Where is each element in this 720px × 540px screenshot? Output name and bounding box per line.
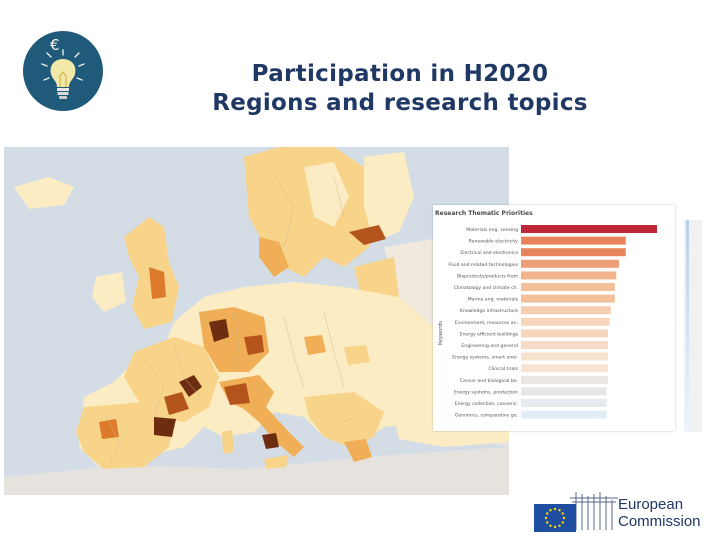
chart-bar	[521, 236, 626, 245]
chart-title: Research Thematic Priorities	[435, 210, 533, 217]
eu-star-icon	[546, 512, 549, 515]
chart-category-label: Materials eng. sensing	[466, 227, 518, 233]
chart-bar	[521, 259, 619, 268]
chart-bar	[521, 294, 615, 303]
chart-bar	[521, 387, 607, 396]
chart-bar	[521, 283, 615, 291]
side-panel-strip	[684, 220, 702, 432]
chart-bar	[521, 399, 607, 407]
chart-bar	[521, 329, 609, 338]
eu-star-icon	[558, 509, 561, 512]
chart-category-label: Renewable electricity	[469, 239, 519, 245]
slide-title: Participation in H2020 Regions and resea…	[150, 60, 650, 118]
chart-bar	[521, 271, 617, 280]
chart-category-label: Genomics, comparative ge.	[455, 413, 518, 419]
eu-star-icon	[562, 516, 566, 520]
lightbulb-euro-icon: €	[22, 30, 104, 112]
chart-category-label: Energy efficient buildings	[460, 331, 519, 337]
european-commission-logo	[520, 488, 710, 534]
chart-bar	[521, 317, 610, 326]
eu-star-icon	[561, 512, 564, 515]
chart-bar	[521, 375, 609, 384]
eu-star-icon	[549, 524, 552, 527]
eu-star-icon	[558, 524, 561, 527]
european-commission-label: European Commission	[618, 496, 701, 530]
chart-category-label: Bioproducts/products from	[457, 273, 519, 279]
chart-bar	[521, 225, 657, 233]
chart-category-label: Energy systems, smart ener.	[452, 355, 518, 361]
org-line-2: Commission	[618, 513, 701, 530]
chart-ylabel: Keywords	[438, 321, 444, 345]
chart-bar	[521, 248, 626, 257]
chart-category-label: Fluid and related technologies	[448, 262, 518, 268]
chart-category-label: Environment, resources an.	[455, 320, 518, 326]
eu-star-icon	[553, 507, 557, 511]
eu-star-icon	[561, 521, 564, 524]
chart-category-label: Energy collection, conversi.	[455, 401, 518, 407]
chart-category-label: Clinical trials	[489, 366, 519, 372]
chart-category-label: Climatology and climate ch.	[454, 285, 518, 291]
chart-bar	[521, 352, 609, 361]
title-line-2: Regions and research topics	[212, 90, 588, 116]
chart-category-label: Engineering and general	[461, 343, 518, 349]
chart-category-label: Marine eng. materials	[468, 297, 519, 303]
chart-category-label: Knowledge infrastructure	[460, 308, 518, 314]
title-line-1: Participation in H2020	[251, 61, 549, 87]
org-line-1: European	[618, 496, 684, 513]
eu-star-icon	[544, 516, 548, 520]
chart-category-label: Energy systems, production	[454, 389, 518, 395]
eu-star-icon	[549, 509, 552, 512]
chart-bar	[521, 364, 609, 373]
svg-text:€: €	[50, 36, 60, 54]
chart-category-label: Electrical and electronics	[460, 250, 518, 256]
chart-bar	[521, 341, 609, 349]
chart-category-label: Cancer and biological bo.	[460, 378, 518, 384]
side-panel-bar	[686, 220, 689, 432]
eu-star-icon	[546, 521, 549, 524]
chart-bar	[521, 306, 611, 315]
eu-star-icon	[553, 525, 557, 529]
chart-bar	[521, 410, 607, 419]
research-priorities-chart: Research Thematic Priorities Keywords Ma…	[433, 205, 675, 431]
